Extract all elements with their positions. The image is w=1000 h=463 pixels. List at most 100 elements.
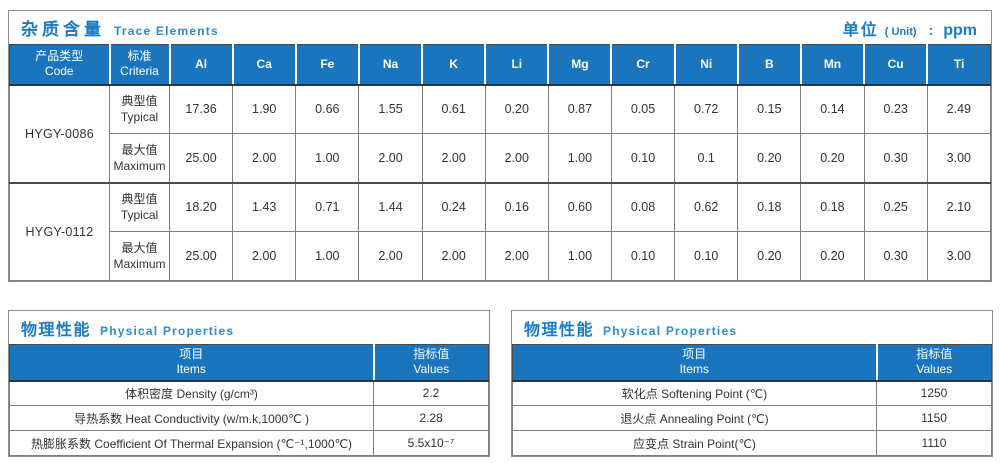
- trace-value-cell: 1.00: [547, 231, 612, 281]
- criteria-cn: 典型值: [121, 94, 158, 109]
- physical-left-title-en: Physical Properties: [100, 323, 235, 338]
- physical-right-title-en: Physical Properties: [603, 323, 738, 338]
- trace-value-cell: 0.20: [737, 231, 802, 281]
- physical-properties-left-section: 物理性能 Physical Properties 项目 Items 指标值 Va…: [8, 310, 490, 457]
- column-header-element-mn: Mn: [799, 44, 866, 86]
- trace-value-cell: 0.20: [484, 84, 549, 134]
- trace-value-cell: 0.30: [863, 231, 928, 281]
- trace-elements-table: 产品类型 Code 标准 Criteria Al Ca Fe Na K Li M…: [9, 44, 992, 281]
- column-header-element-mg: Mg: [547, 44, 613, 86]
- trace-value-cell: 0.20: [800, 133, 865, 183]
- trace-value-cell: 0.10: [610, 133, 676, 183]
- trace-value-cell: 3.00: [926, 133, 992, 183]
- trace-value-cell: 0.72: [674, 84, 739, 134]
- code-header-cn: 产品类型: [35, 48, 84, 63]
- criteria-cn: 典型值: [121, 192, 158, 207]
- column-header-element-b: B: [736, 44, 802, 86]
- trace-value-cell: 1.55: [358, 84, 423, 134]
- trace-value-cell: 1.90: [232, 84, 297, 134]
- trace-value-cell: 0.14: [800, 84, 865, 134]
- trace-header-row: 产品类型 Code 标准 Criteria Al Ca Fe Na K Li M…: [9, 44, 992, 86]
- property-value-cell: 2.2: [373, 380, 489, 406]
- trace-title-cn: 杂质含量: [21, 20, 105, 39]
- trace-value-cell: 0.24: [421, 181, 486, 232]
- physical-left-header-row: 项目 Items 指标值 Values: [8, 344, 489, 382]
- criteria-header-cn: 标准: [127, 48, 152, 63]
- values-header-en: Values: [413, 362, 450, 377]
- trace-value-cell: 2.00: [358, 133, 423, 183]
- column-header-criteria: 标准 Criteria: [108, 44, 171, 86]
- physical-left-title-cn: 物理性能: [21, 321, 92, 339]
- column-header-element-ni: Ni: [673, 44, 739, 86]
- criteria-en: Typical: [120, 110, 159, 125]
- items-header-en: Items: [176, 362, 206, 377]
- criteria-en: Typical: [120, 208, 159, 223]
- trace-value-cell: 1.44: [358, 181, 423, 232]
- property-value-cell: 2.28: [373, 405, 489, 431]
- column-header-element-fe: Fe: [294, 44, 360, 86]
- physical-left-title: 物理性能 Physical Properties: [21, 316, 234, 340]
- column-header-items: 项目 Items: [8, 344, 375, 382]
- trace-value-cell: 0.15: [737, 84, 802, 134]
- trace-value-cell: 1.00: [295, 133, 360, 183]
- column-header-element-k: K: [421, 44, 487, 86]
- trace-value-cell: 0.16: [484, 181, 549, 232]
- physical-properties-left-table: 项目 Items 指标值 Values 体积密度 Density (g/cm³)…: [8, 344, 489, 456]
- values-header-cn: 指标值: [916, 346, 953, 361]
- property-item-cell: 热膨胀系数 Coefficient Of Thermal Expansion (…: [8, 430, 375, 456]
- trace-value-cell: 2.00: [232, 133, 297, 183]
- property-value-cell: 5.5x10⁻⁷: [373, 430, 489, 456]
- physical-right-header-row: 项目 Items 指标值 Values: [511, 344, 992, 382]
- trace-value-cell: 0.87: [547, 84, 612, 134]
- table-row-softening-point: 软化点 Softening Point (℃) 1250: [511, 380, 992, 406]
- trace-value-cell: 25.00: [168, 231, 234, 281]
- items-header-cn: 项目: [682, 346, 707, 361]
- table-row-heat-conductivity: 导热系数 Heat Conductivity (w/m.k,1000℃ ) 2.…: [8, 405, 489, 431]
- table-row-annealing-point: 退火点 Annealing Point (℃) 1150: [511, 405, 992, 431]
- column-header-values: 指标值 Values: [372, 344, 489, 382]
- trace-value-cell: 2.00: [232, 231, 297, 281]
- trace-value-cell: 0.08: [610, 181, 676, 232]
- column-header-element-cu: Cu: [863, 44, 929, 86]
- items-header-cn: 项目: [179, 346, 204, 361]
- table-row-hygy0086-maximum: 最大值 Maximum 25.00 2.00 1.00 2.00 2.00 2.…: [10, 133, 992, 183]
- criteria-cn: 最大值: [121, 240, 158, 255]
- trace-value-cell: 2.00: [484, 133, 549, 183]
- trace-elements-section: 杂质含量 Trace Elements 单位 ( Unit) : ppm 产品类…: [8, 10, 992, 282]
- criteria-header-en: Criteria: [120, 64, 159, 79]
- unit-value: ppm: [943, 21, 977, 39]
- unit-cn: 单位: [842, 21, 879, 39]
- values-header-en: Values: [916, 362, 953, 377]
- column-header-items: 项目 Items: [511, 344, 878, 382]
- trace-value-cell: 2.00: [358, 231, 423, 281]
- column-header-values: 指标值 Values: [875, 344, 992, 382]
- criteria-cn: 最大值: [121, 142, 158, 157]
- physical-properties-right-table: 项目 Items 指标值 Values 软化点 Softening Point …: [511, 344, 992, 456]
- property-item-cell: 导热系数 Heat Conductivity (w/m.k,1000℃ ): [8, 405, 375, 431]
- unit-label: 单位 ( Unit) : ppm: [843, 16, 977, 40]
- trace-value-cell: 2.00: [421, 133, 486, 183]
- table-row-hygy0112-typical: HYGY-0112 典型值 Typical 18.20 1.43 0.71 1.…: [9, 181, 992, 281]
- column-header-element-li: Li: [484, 44, 550, 86]
- physical-right-title-cn: 物理性能: [524, 321, 595, 339]
- trace-value-cell: 25.00: [168, 133, 234, 183]
- trace-value-cell: 0.10: [610, 231, 676, 281]
- table-row-density: 体积密度 Density (g/cm³) 2.2: [8, 380, 489, 406]
- trace-elements-header: 杂质含量 Trace Elements 单位 ( Unit) : ppm: [9, 11, 991, 44]
- column-header-code: 产品类型 Code: [9, 44, 111, 86]
- property-item-cell: 退火点 Annealing Point (℃): [511, 405, 878, 431]
- trace-value-cell: 0.25: [863, 181, 928, 232]
- trace-value-cell: 0.30: [863, 133, 928, 183]
- criteria-en: Maximum: [113, 158, 166, 173]
- trace-value-cell: 0.18: [737, 181, 802, 232]
- physical-left-header: 物理性能 Physical Properties: [9, 311, 489, 344]
- property-value-cell: 1110: [876, 430, 992, 456]
- property-item-cell: 体积密度 Density (g/cm³): [8, 380, 375, 406]
- table-row-thermal-expansion: 热膨胀系数 Coefficient Of Thermal Expansion (…: [8, 430, 489, 456]
- table-row-hygy0086-typical: HYGY-0086 典型值 Typical 17.36 1.90 0.66 1.…: [9, 84, 992, 183]
- trace-value-cell: 1.00: [547, 133, 612, 183]
- trace-value-cell: 1.43: [232, 181, 297, 232]
- code-header-en: Code: [44, 64, 74, 79]
- trace-value-cell: 1.00: [295, 231, 360, 281]
